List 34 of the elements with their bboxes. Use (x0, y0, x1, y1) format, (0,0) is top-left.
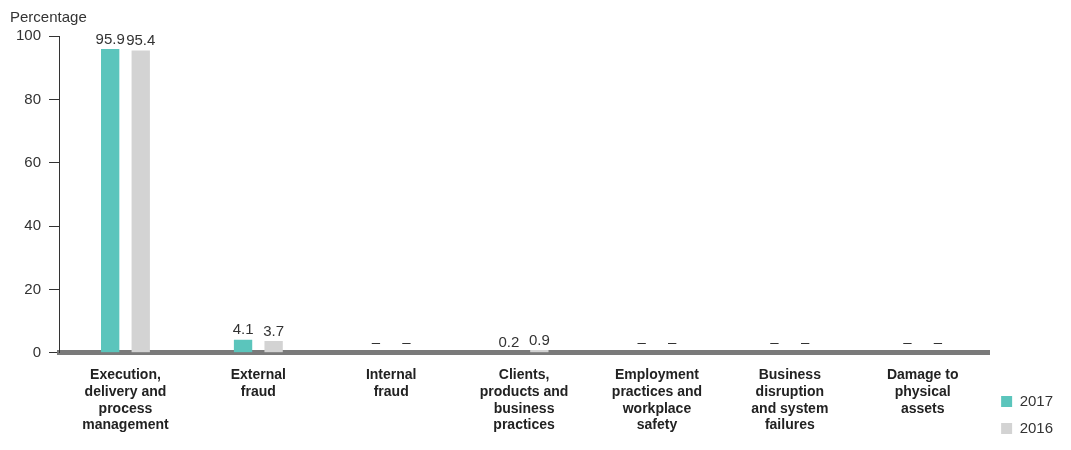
x-tick-label: External fraud (230, 366, 286, 399)
bar (131, 50, 150, 353)
legend-label: 2017 (1019, 391, 1054, 409)
data-label: 0.9 (528, 330, 550, 348)
x-tick-label: Internal fraud (365, 366, 417, 399)
y-tick-label: 100 (16, 26, 42, 44)
data-label: 4.1 (232, 320, 254, 338)
bar (233, 339, 253, 353)
x-tick-label: Damage to physical assets (886, 366, 959, 416)
data-label: 3.7 (263, 321, 285, 339)
bar (264, 341, 283, 353)
text: – (903, 333, 912, 351)
data-label: 95.9 (95, 29, 125, 47)
data-label: 0.2 (498, 332, 520, 350)
text: – (637, 333, 646, 351)
x-tick-label: Clients, products and business practices (479, 366, 569, 433)
y-tick-label: 0 (32, 342, 42, 360)
text: – (371, 333, 381, 351)
y-tick-label: 40 (24, 216, 42, 234)
text: – (800, 333, 810, 351)
y-tick-label: 60 (24, 152, 42, 170)
text: – (770, 333, 779, 351)
text: – (402, 333, 411, 351)
legend-label: 2016 (1019, 418, 1054, 436)
x-tick-label: Business disruption and system failures (751, 366, 829, 433)
data-label: 95.4 (126, 31, 156, 49)
bar (101, 48, 120, 353)
x-tick-label: Employment practices and workplace safety (611, 366, 703, 433)
text: – (933, 333, 943, 351)
y-tick-label: 80 (24, 89, 42, 107)
text: – (668, 333, 677, 351)
x-tick-label: Execution, delivery and process management (82, 366, 169, 433)
y-axis-title: Percentage (10, 7, 87, 25)
y-tick-label: 20 (24, 279, 42, 297)
